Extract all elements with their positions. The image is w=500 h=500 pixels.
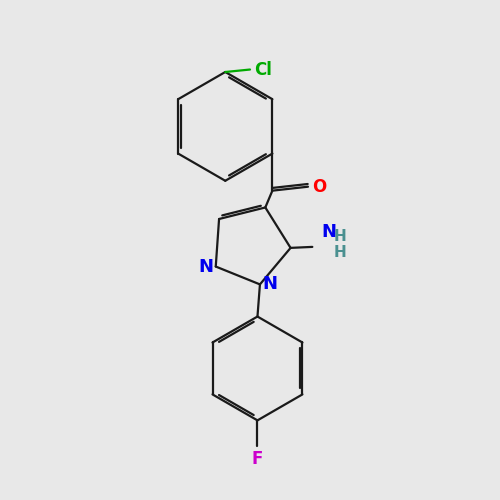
Text: Cl: Cl: [254, 60, 272, 78]
Text: N: N: [198, 258, 214, 276]
Text: O: O: [312, 178, 326, 196]
Text: N: N: [321, 223, 336, 241]
Text: N: N: [262, 276, 278, 293]
Text: H: H: [334, 228, 346, 244]
Text: H: H: [334, 246, 346, 260]
Text: F: F: [252, 450, 263, 468]
